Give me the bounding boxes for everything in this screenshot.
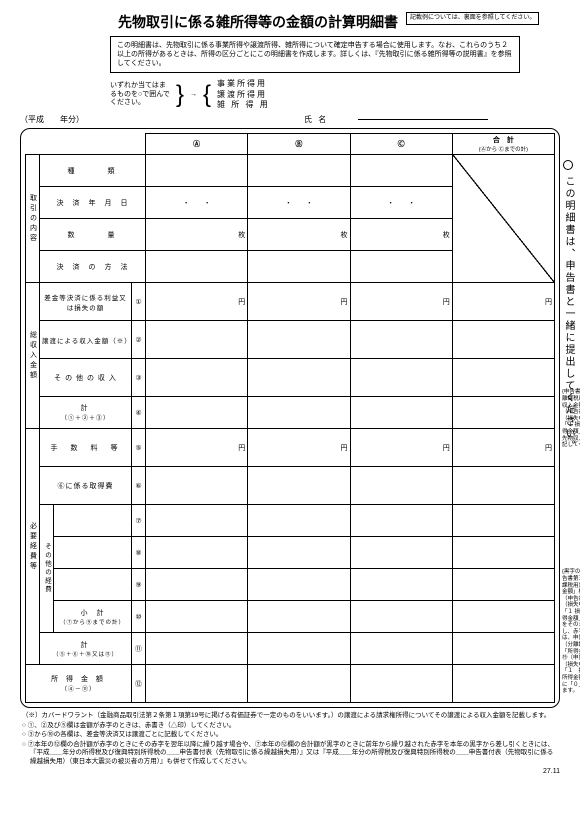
brace-icon: } — [176, 85, 184, 104]
section-income: 総収入金額 — [26, 283, 40, 429]
row-other-income: そ の 他 の 収 入 — [40, 359, 132, 397]
use-option: 雑 所 得 用 — [217, 100, 270, 110]
col-a: Ⓐ — [146, 134, 248, 155]
select-instruction: いずれか当てはまるものを○で囲んでください。 — [110, 82, 170, 107]
use-option: 譲渡所得用 — [217, 90, 270, 100]
section-netincome: 所 得 金 額 （④－⑪） — [26, 665, 132, 703]
col-b: Ⓑ — [248, 134, 350, 155]
page-title: 先物取引に係る雑所得等の金額の計算明細書 — [118, 12, 398, 32]
row-diff: 差金等決済に係る利益又は損失の額 — [40, 283, 132, 321]
row-method: 決 済 の 方 法 — [40, 251, 146, 283]
row-acq-cost: ⑥に係る取得費 — [40, 467, 132, 505]
use-option: 事業所得用 — [217, 79, 270, 89]
name-label: 氏 名 — [304, 114, 328, 125]
row-total-exp: 計 （⑤＋⑥＋⑩又は⑪） — [40, 633, 132, 665]
page-ref: 27.11 — [20, 768, 560, 775]
name-field[interactable] — [358, 119, 488, 120]
col-c: Ⓒ — [350, 134, 452, 155]
row-subtotal-income: 計 （①＋②＋③） — [40, 397, 132, 429]
row-fee: 手 数 料 等 — [40, 429, 132, 467]
explain-box: この明細書は、先物取引に係る事業所得や譲渡所得、雑所得について確定申告する場合に… — [110, 36, 520, 73]
footnotes: （※）カバードワラント（金融商品取引法第２条第１項第19号に掲げる有価証券で一定… — [20, 712, 560, 766]
row-type: 種 類 — [40, 155, 146, 187]
right-vertical-note: この明細書は、申告書と一緒に提出してください。 — [561, 160, 576, 452]
top-note: 記載例については、裏面を参照してください。 — [406, 12, 539, 25]
diag-cell — [452, 155, 554, 283]
row-qty: 数 量 — [40, 219, 146, 251]
section-expense: 必要経費等 — [26, 429, 40, 665]
use-list: 事業所得用 譲渡所得用 雑 所 得 用 — [217, 79, 270, 110]
row-other-exp: その他の経費 — [40, 505, 54, 633]
year-label: （平成 年分） — [20, 114, 84, 125]
main-table: Ⓐ Ⓑ Ⓒ 合 計 (Ⓐから Ⓒまでの計) 取引の内容 種 類 決 済 年 月 … — [20, 128, 560, 708]
brace-icon: { — [203, 85, 211, 104]
arrow-icon: → — [190, 91, 197, 98]
row-transfer: 譲渡による収入金額（※） — [40, 321, 132, 359]
row-settle-date: 決 済 年 月 日 — [40, 187, 146, 219]
section-trade: 取引の内容 — [26, 155, 40, 283]
side-note-2: {黒字の場合は、申告書第三表（分離課税用）の「所得金額」欄の「⑦（申告書第四表（… — [561, 569, 580, 694]
row-subtotal-exp: 小 計 （⑦から⑨までの計） — [54, 601, 132, 633]
col-total: 合 計 (Ⓐから Ⓒまでの計) — [452, 134, 554, 155]
